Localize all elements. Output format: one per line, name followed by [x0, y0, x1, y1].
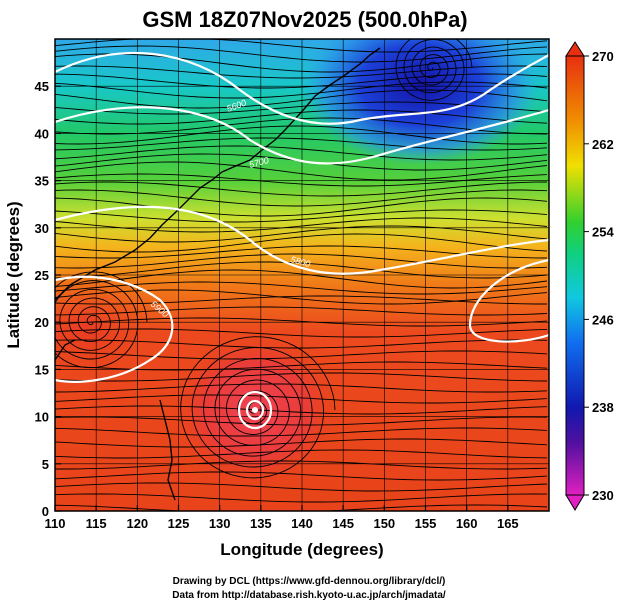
streamline	[55, 269, 548, 289]
x-tick-label: 165	[497, 516, 519, 531]
streamline	[55, 427, 548, 437]
y-tick-label: 5	[42, 457, 49, 472]
contour-5800	[55, 205, 549, 275]
japan-coast	[221, 74, 346, 173]
contour-5700	[55, 106, 549, 165]
streamline	[55, 317, 548, 327]
colorbar-ticks: 230 238 246 254 262 270	[584, 49, 614, 503]
streamline	[55, 53, 548, 73]
streamline	[55, 383, 548, 393]
y-axis-ticks: 0 5 10 15 20 25 30 35 40 45	[35, 79, 61, 519]
x-axis-label: Longitude (degrees)	[220, 540, 383, 559]
colorbar: 230 238 246 254 262 270	[565, 41, 614, 511]
credit-drawing: Drawing by DCL (https://www.gfd-dennou.o…	[173, 576, 446, 587]
streamline	[55, 209, 548, 223]
colorbar-tick-label: 262	[592, 137, 614, 152]
streamline	[55, 89, 548, 109]
x-tick-label: 145	[332, 516, 354, 531]
streamline	[55, 217, 548, 233]
colorbar-max-arrow	[565, 41, 585, 57]
streamline	[55, 504, 548, 511]
hainan-coast	[55, 339, 76, 361]
typhoon-streamline-spiral	[180, 336, 336, 479]
colorbar-tick-label: 238	[592, 400, 614, 415]
streamline	[55, 137, 548, 151]
streamline	[55, 73, 548, 89]
streamline	[55, 281, 548, 295]
streamline	[55, 261, 548, 279]
y-tick-label: 40	[35, 126, 49, 141]
x-tick-label: 140	[291, 516, 313, 531]
streamline	[55, 471, 548, 481]
colorbar-tick-label: 230	[592, 488, 614, 503]
y-tick-label: 10	[35, 410, 49, 425]
streamline	[55, 189, 548, 207]
contour-5900-east	[468, 258, 549, 343]
streamline	[55, 438, 548, 448]
geopotential-contours	[55, 51, 549, 430]
contour-5900-west	[55, 275, 174, 383]
streamline	[55, 482, 548, 492]
streamline	[55, 394, 548, 404]
streamline	[55, 125, 548, 145]
streamline	[55, 289, 548, 305]
streamline	[55, 295, 547, 305]
x-tick-label: 130	[209, 516, 231, 531]
coastlines	[55, 47, 381, 501]
colorbar-min-arrow	[565, 494, 585, 511]
x-tick-label: 120	[126, 516, 148, 531]
north-low-streamline-spiral	[395, 39, 473, 101]
colorbar-bar	[565, 55, 585, 496]
streamline	[55, 81, 548, 99]
x-tick-label: 160	[456, 516, 478, 531]
china-coast	[55, 171, 223, 301]
x-tick-label: 125	[168, 516, 190, 531]
streamline	[55, 181, 548, 197]
y-tick-label: 0	[42, 504, 49, 519]
streamline	[55, 45, 548, 63]
streamline	[55, 350, 548, 360]
y-tick-label: 35	[35, 174, 49, 189]
streamline	[55, 328, 548, 338]
streamlines	[55, 39, 548, 511]
credit-data: Data from http://database.rish.kyoto-u.a…	[172, 590, 446, 601]
x-tick-label: 135	[250, 516, 272, 531]
sakhalin-coast	[344, 47, 381, 76]
streamline	[55, 405, 548, 415]
streamline	[55, 253, 548, 269]
contour-5600	[55, 51, 549, 125]
x-tick-label: 150	[373, 516, 395, 531]
typhoon-contour-inner	[245, 399, 265, 421]
map-title: GSM 18Z07Nov2025 (500.0hPa)	[142, 7, 467, 32]
colorbar-tick-label: 254	[592, 225, 614, 240]
y-tick-label: 30	[35, 221, 49, 236]
x-tick-label: 115	[86, 516, 107, 531]
streamline	[55, 197, 548, 217]
streamline	[55, 225, 548, 243]
y-tick-label: 15	[35, 362, 49, 377]
streamline	[55, 493, 548, 503]
typhoon-contour-outer	[237, 390, 273, 430]
colorbar-tick-label: 246	[592, 312, 614, 327]
y-tick-label: 45	[35, 79, 49, 94]
y-axis-label: Latitude (degrees)	[4, 201, 23, 348]
y-tick-label: 25	[35, 268, 49, 283]
x-tick-label: 110	[45, 516, 66, 531]
typhoon-center	[252, 407, 258, 413]
streamline	[55, 109, 548, 125]
map-plot-area: 5600 5700 5800 5900	[55, 39, 549, 511]
streamline	[55, 161, 548, 181]
streamline	[55, 65, 548, 79]
x-tick-label: 155	[415, 516, 437, 531]
streamline	[55, 339, 548, 349]
philippines-coast	[159, 399, 176, 501]
streamline	[55, 145, 548, 161]
streamline	[55, 416, 548, 426]
streamline	[55, 233, 548, 253]
y-tick-label: 20	[35, 315, 49, 330]
streamline	[55, 460, 548, 470]
colorbar-tick-label: 270	[592, 49, 614, 64]
x-axis-ticks: 110 115 120 125 130 135 140 145 150 155 160 165	[45, 505, 519, 531]
